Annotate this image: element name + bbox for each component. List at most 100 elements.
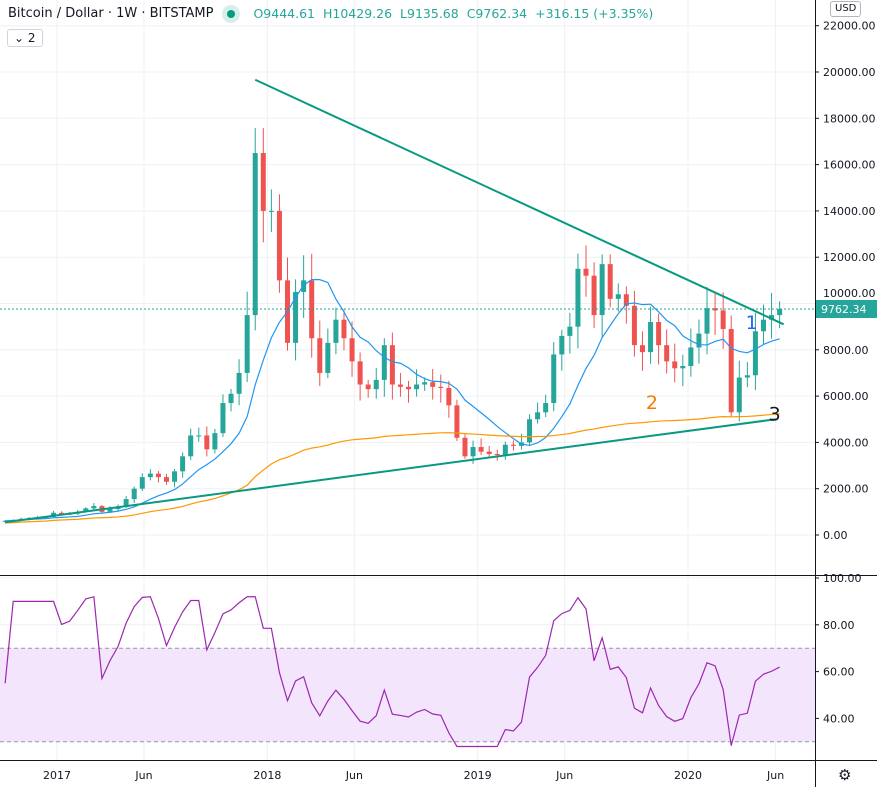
candle-body [575,268,581,327]
chart-legend: Bitcoin / Dollar · 1W · BITSTAMP O9444.6… [8,6,653,21]
candle-body [502,444,508,456]
candle-body [406,386,412,390]
candle-body [527,419,533,443]
annotation-label: 2 [646,392,658,414]
indicator-count: 2 [27,31,36,45]
candle-body [591,275,597,316]
rsi-axis-label: 60.00 [823,666,855,679]
rsi-axis-label: 100.00 [823,572,862,585]
candle-body [639,345,645,353]
ohlc-open: O9444.61 [253,6,315,21]
chevron-down-icon: ⌄ [14,31,25,45]
candle-body [212,433,218,450]
candle-body [196,435,202,437]
trendline [254,78,785,326]
candle-body [462,437,468,457]
candle-body [349,338,355,362]
candle-body [543,403,549,413]
candle-body [607,264,613,299]
candle-body [422,382,428,385]
ma-fast-line [5,279,780,522]
candle-body [309,280,315,339]
candle-body [559,335,565,355]
candle-body [236,372,242,394]
collapse-indicators-button[interactable]: ⌄ 2 [7,29,43,47]
time-axis-label: 2019 [464,769,492,782]
rsi-band [0,648,815,742]
ohlc-high: H10429.26 [323,6,393,21]
gear-icon[interactable]: ⚙ [838,766,852,784]
candle-body [155,473,161,478]
candle-body [139,477,145,489]
price-axis-label: 10000.00 [823,287,876,300]
candle-body [131,488,137,500]
price-axis-label: 12000.00 [823,251,876,264]
candle-body [91,506,97,509]
candle-body [163,477,169,482]
ma-slow-line [5,413,780,524]
candle-body [147,473,153,478]
candle-body [204,435,210,450]
candle-body [688,347,694,367]
price-axis-label: 6000.00 [823,390,869,403]
candle-body [656,322,662,346]
candle-body [365,384,371,390]
candle-body [430,382,436,387]
rsi-line [4,595,780,748]
candle-body [615,294,621,299]
candle-body [510,444,516,446]
price-axis-label: 14000.00 [823,205,876,218]
price-axis-label: 4000.00 [823,436,869,449]
annotation-label: 1 [746,312,758,334]
candle-body [583,268,589,276]
candle-body [317,338,323,373]
candle-body [180,456,186,472]
candle-body [470,447,476,457]
candle-body [720,310,726,329]
candle-body [438,386,444,388]
candle-body [357,361,363,385]
candle-body [672,361,678,369]
currency-label[interactable]: USD [830,1,862,17]
price-axis-label: 18000.00 [823,112,876,125]
candle-body [188,435,194,457]
price-axis-label: 8000.00 [823,344,869,357]
candle-body [712,308,718,311]
time-axis-label: Jun [766,769,784,782]
price-axis-label: 20000.00 [823,66,876,79]
candle-body [228,393,234,404]
price-axis-label: 0.00 [823,529,848,542]
rsi-axis-label: 40.00 [823,712,855,725]
candle-body [760,319,766,332]
candle-body [268,210,274,212]
price-axis-label: 2000.00 [823,483,869,496]
candle-body [664,345,670,362]
candle-body [728,328,734,413]
candle-body [736,377,742,413]
candle-body [486,451,492,454]
candle-body [623,294,629,306]
candle-body [680,366,686,369]
candle-body [648,322,654,353]
candle-body [777,309,783,316]
time-axis-label: 2020 [674,769,702,782]
candle-body [244,315,250,373]
candle-body [752,331,758,376]
candle-body [252,153,258,316]
candle-body [333,319,339,343]
time-axis-label: 2018 [253,769,281,782]
candle-body [293,291,299,343]
candle-body [83,508,89,512]
candle-body [373,379,379,390]
price-axis-label: 16000.00 [823,159,876,172]
candle-body [567,326,573,336]
candle-body [172,471,178,482]
rsi-axis-label: 80.00 [823,619,855,632]
time-axis-label: Jun [345,769,363,782]
candle-body [744,375,750,378]
annotation-label: 3 [769,403,781,425]
symbol-title[interactable]: Bitcoin / Dollar · 1W · BITSTAMP [8,6,214,21]
candle-body [478,447,484,452]
candle-body [414,384,420,390]
